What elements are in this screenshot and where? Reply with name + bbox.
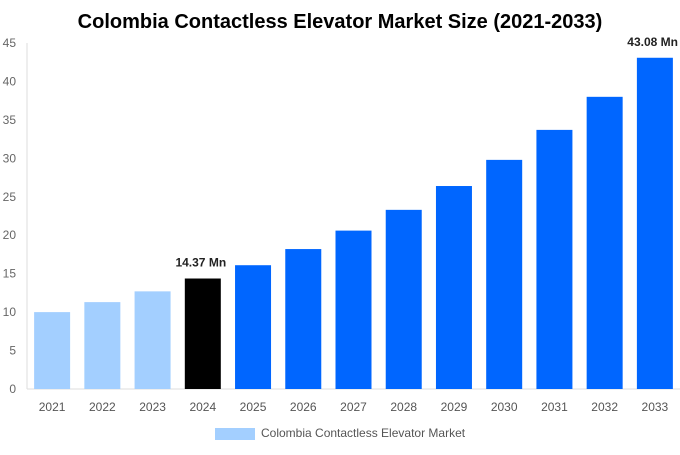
bar-2027 xyxy=(335,230,372,389)
data-label: 43.08 Mn xyxy=(627,35,678,49)
y-tick-label: 0 xyxy=(9,382,16,396)
x-tick-label: 2023 xyxy=(139,400,166,414)
bar-2021 xyxy=(34,312,71,389)
x-tick-label: 2031 xyxy=(541,400,568,414)
legend-label: Colombia Contactless Elevator Market xyxy=(261,426,466,440)
legend: Colombia Contactless Elevator Market xyxy=(215,426,466,440)
bar-2022 xyxy=(84,302,121,389)
y-tick-label: 15 xyxy=(3,267,17,281)
bar-2028 xyxy=(385,209,422,389)
x-tick-label: 2024 xyxy=(189,400,216,414)
y-tick-label: 10 xyxy=(3,305,17,319)
bar-2029 xyxy=(435,186,472,389)
data-label: 14.37 Mn xyxy=(175,256,226,270)
x-tick-label: 2029 xyxy=(441,400,468,414)
bar-2025 xyxy=(235,265,272,389)
bar-2030 xyxy=(486,159,523,389)
bar-2024 xyxy=(184,278,221,389)
chart-title: Colombia Contactless Elevator Market Siz… xyxy=(78,11,603,33)
y-tick-label: 45 xyxy=(3,36,17,50)
y-tick-label: 20 xyxy=(3,228,17,242)
bar-2032 xyxy=(586,96,623,390)
x-tick-label: 2033 xyxy=(642,400,669,414)
bar-2023 xyxy=(134,291,171,389)
x-tick-label: 2030 xyxy=(491,400,518,414)
bar-2031 xyxy=(536,129,573,389)
y-tick-label: 40 xyxy=(3,74,17,88)
bar-2026 xyxy=(285,249,322,389)
x-tick-label: 2032 xyxy=(591,400,618,414)
x-tick-label: 2027 xyxy=(340,400,367,414)
x-tick-label: 2026 xyxy=(290,400,317,414)
x-tick-label: 2022 xyxy=(89,400,116,414)
legend-swatch xyxy=(215,428,255,440)
x-tick-label: 2028 xyxy=(390,400,417,414)
x-tick-label: 2025 xyxy=(240,400,267,414)
x-tick-label: 2021 xyxy=(39,400,66,414)
y-tick-label: 30 xyxy=(3,151,17,165)
bar-2033 xyxy=(636,57,673,389)
y-tick-label: 35 xyxy=(3,113,17,127)
y-tick-label: 5 xyxy=(9,344,16,358)
y-tick-label: 25 xyxy=(3,190,17,204)
